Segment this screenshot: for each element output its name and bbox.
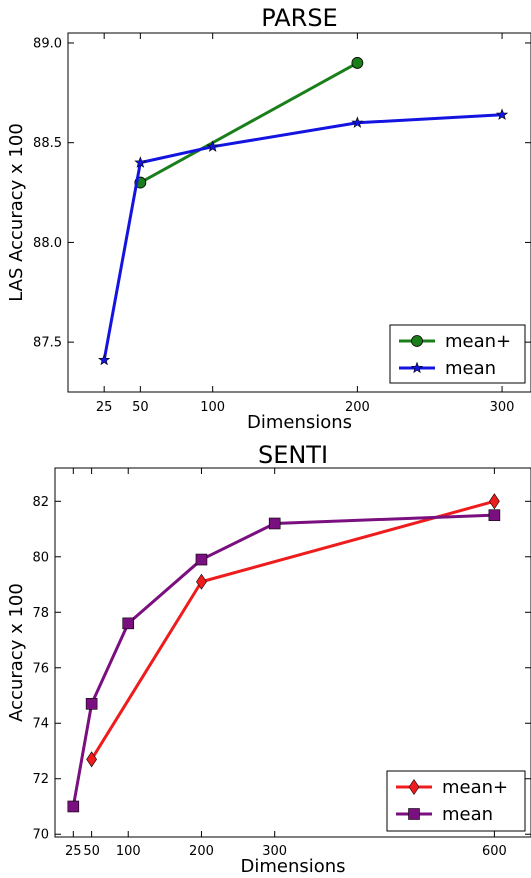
chart-1-y-axis-label: LAS Accuracy x 100 bbox=[6, 123, 27, 302]
chart-2-series-mean-point bbox=[489, 493, 500, 510]
chart-2-ytick-label: 76 bbox=[32, 661, 49, 676]
chart-2-xtick-label: 50 bbox=[83, 844, 100, 859]
chart-1-series-mean bbox=[98, 108, 509, 366]
chart-2-xtick-label: 25 bbox=[65, 844, 82, 859]
chart-2-y-axis-label: Accuracy x 100 bbox=[6, 583, 27, 722]
chart-1-series-mean-point bbox=[351, 116, 364, 128]
chart-1-series-mean-point bbox=[98, 353, 111, 366]
chart-2-ytick-label: 74 bbox=[32, 717, 49, 732]
chart-1: 87.5 88.0 88.5 89.0 25 50 100 200 300 PARSE Dimens… bbox=[6, 4, 531, 433]
chart-2-series-mean-line bbox=[71, 513, 495, 807]
chart-2-series-mean-point bbox=[488, 509, 501, 521]
chart-1-ytick-label: 88.0 bbox=[33, 236, 62, 251]
chart-1-series-mean-point bbox=[134, 156, 147, 168]
chart-1-title: PARSE bbox=[261, 4, 337, 32]
chart-1-xtick-label: 300 bbox=[490, 400, 515, 415]
chart-1-legend-entry-2-marker bbox=[410, 361, 424, 374]
chart-1-x-axis-label: Dimensions bbox=[247, 412, 352, 433]
chart-2-xtick-label: 100 bbox=[116, 844, 141, 859]
chart-2-series-mean-point bbox=[86, 751, 97, 768]
chart-2-series-mean bbox=[67, 509, 501, 813]
chart-2-legend-entry-1: mean+ bbox=[396, 777, 508, 798]
chart-2-title: SENTI bbox=[258, 441, 328, 469]
chart-1-legend-entry-2: mean bbox=[399, 358, 496, 379]
chart-2-legend-entry-1-marker bbox=[408, 778, 420, 796]
chart-1-legend: mean+ mean bbox=[389, 324, 526, 384]
chart-1-series-mean bbox=[134, 57, 364, 189]
chart-1-legend-entry-1: mean+ bbox=[399, 331, 511, 352]
chart-2-legend-entry-2: mean bbox=[396, 804, 493, 825]
chart-2-xtick-label: 600 bbox=[482, 844, 507, 859]
chart-2-legend: mean+ mean bbox=[386, 770, 526, 832]
chart-2-ytick-label: 82 bbox=[32, 495, 49, 510]
chart-2-ytick-label: 78 bbox=[32, 606, 49, 621]
chart-1-xtick-label: 25 bbox=[96, 400, 113, 415]
chart-1-axes-frame bbox=[67, 32, 531, 393]
chart-2-series-mean-point bbox=[268, 517, 281, 530]
chart-2-xtick-label: 200 bbox=[189, 844, 214, 859]
chart-2-legend-entry-2-label: mean bbox=[442, 804, 493, 825]
chart-2-ytick-label: 80 bbox=[32, 550, 49, 565]
chart-1-xtick-label: 100 bbox=[200, 400, 225, 415]
chart-2-series-mean-point bbox=[196, 573, 207, 590]
chart-2-ytick-label: 70 bbox=[32, 828, 49, 843]
chart-1-series-mean-point bbox=[496, 108, 509, 120]
chart-2-axes-frame bbox=[54, 467, 531, 838]
chart-1-xtick-label: 50 bbox=[132, 400, 149, 415]
chart-1-legend-entry-1-label: mean+ bbox=[445, 331, 511, 352]
chart-1-series-mean-point bbox=[351, 57, 364, 69]
chart-2-ytick-label: 72 bbox=[32, 772, 49, 787]
chart-2-series-mean-line bbox=[90, 499, 495, 761]
chart-1-series-mean-line bbox=[139, 61, 359, 184]
chart-2-x-axis-label: Dimensions bbox=[240, 856, 345, 877]
chart-2: 70 72 74 76 78 80 82 25 50 100 200 300 600 SENTI Dimen… bbox=[6, 441, 531, 877]
chart-2-series-mean-point bbox=[67, 800, 80, 813]
chart-2-legend-box bbox=[386, 770, 526, 832]
chart-2-series-mean-point bbox=[195, 553, 208, 566]
chart-2-series-mean-point bbox=[122, 617, 135, 630]
chart-1-ytick-label: 89.0 bbox=[33, 36, 62, 51]
chart-1-ytick-label: 88.5 bbox=[33, 136, 62, 151]
chart-1-legend-entry-2-label: mean bbox=[445, 358, 496, 379]
chart-1-ytick-label: 87.5 bbox=[33, 336, 62, 351]
chart-2-legend-entry-1-label: mean+ bbox=[442, 777, 508, 798]
chart-2-series-mean-point bbox=[85, 698, 98, 710]
chart-2-series-mean bbox=[86, 493, 500, 768]
chart-1-legend-entry-1-marker bbox=[411, 335, 423, 347]
chart-1-xtick-label: 200 bbox=[345, 400, 370, 415]
chart-1-legend-box bbox=[389, 324, 526, 384]
chart-1-series-mean-point bbox=[206, 140, 219, 152]
chart-2-legend-entry-2-marker bbox=[408, 808, 420, 820]
chart-2-xtick-label: 300 bbox=[262, 844, 287, 859]
chart-1-series-mean-line bbox=[102, 113, 503, 361]
